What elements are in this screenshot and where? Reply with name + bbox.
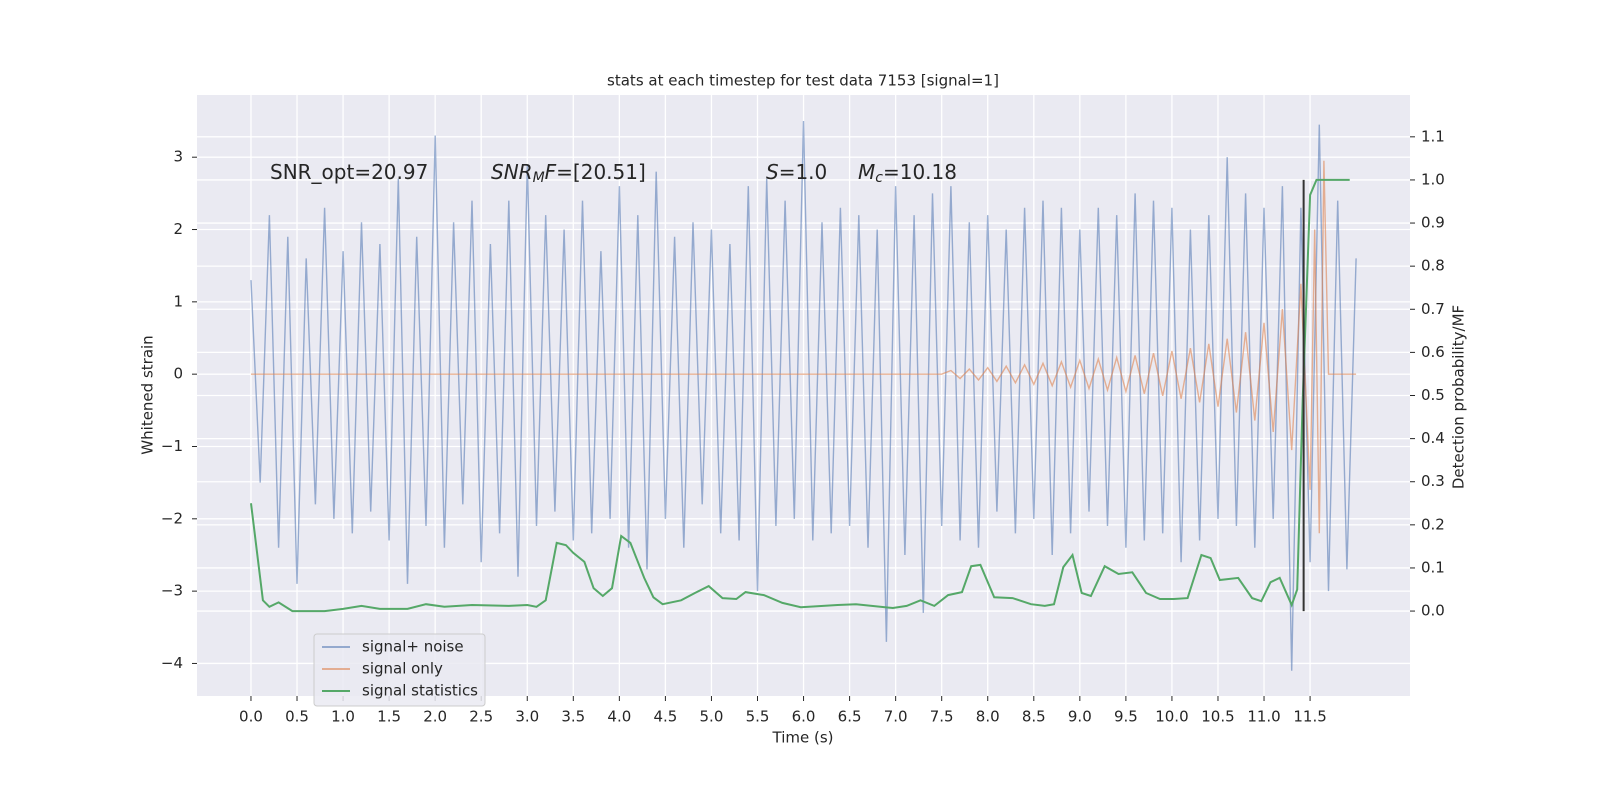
- y-tick-label: −4: [161, 654, 183, 672]
- series-line: [251, 160, 1357, 534]
- annotation-part: c: [875, 170, 883, 186]
- x-tick-label: 5.5: [746, 708, 770, 726]
- y2-tick-label: 0.2: [1421, 515, 1445, 533]
- annotation-part: =1.0: [779, 160, 828, 184]
- y2-tick-label: 0.1: [1421, 558, 1445, 576]
- y2-tick-label: 0.4: [1421, 429, 1445, 447]
- x-tick-label: 7.0: [884, 708, 908, 726]
- annotation-part: M: [533, 170, 545, 186]
- y2-tick-label: 0.6: [1421, 343, 1445, 361]
- x-tick-label: 4.0: [607, 708, 631, 726]
- x-tick-label: 9.0: [1068, 708, 1092, 726]
- x-tick-label: 6.5: [838, 708, 862, 726]
- y2-tick-label: 1.0: [1421, 170, 1445, 188]
- x-tick-label: 9.5: [1114, 708, 1138, 726]
- x-tick-label: 7.5: [930, 708, 954, 726]
- y-axis-label: Whitened strain: [139, 335, 157, 454]
- y2-tick-label: 0.5: [1421, 386, 1445, 404]
- y-tick-label: −3: [161, 582, 183, 600]
- y-tick-label: 1: [173, 292, 183, 310]
- annotation: S=1.0: [766, 160, 827, 184]
- annotation: SNRMF=[20.51]: [491, 160, 646, 187]
- x-tick-label: 2.5: [469, 708, 493, 726]
- legend-label: signal statistics: [362, 682, 478, 700]
- x-tick-label: 10.5: [1201, 708, 1234, 726]
- series-line: [250, 120, 1357, 671]
- x-tick-label: 11.5: [1293, 708, 1326, 726]
- annotation-part: =[20.51]: [556, 160, 646, 184]
- y2-tick-label: 0.7: [1421, 300, 1445, 318]
- marks: [250, 120, 1357, 671]
- series-line: [250, 178, 1350, 613]
- annotation-part: =10.18: [883, 160, 957, 184]
- annotation-part: M: [858, 160, 875, 184]
- y-tick-label: 3: [173, 148, 183, 166]
- x-tick-label: 3.0: [515, 708, 539, 726]
- y2-tick-label: 0.9: [1421, 214, 1445, 232]
- x-tick-label: 8.0: [976, 708, 1000, 726]
- y-tick-label: −1: [161, 437, 183, 455]
- y2-tick-label: 0.8: [1421, 257, 1445, 275]
- x-tick-label: 3.5: [561, 708, 585, 726]
- x-tick-label: 0.0: [239, 708, 263, 726]
- y2-axis-label: Detection probability/MF: [1450, 305, 1468, 489]
- y2-tick-label: 0.3: [1421, 472, 1445, 490]
- annotation-part: SNR: [491, 160, 533, 184]
- x-tick-label: 8.5: [1022, 708, 1046, 726]
- legend-box: [313, 633, 486, 707]
- x-axis-label: Time (s): [772, 729, 834, 747]
- annotation-part: SNR_opt=20.97: [270, 160, 428, 184]
- x-tick-label: 6.0: [792, 708, 816, 726]
- annotation-part: F: [545, 160, 557, 184]
- y2-tick-label: 0.0: [1421, 602, 1445, 620]
- x-tick-label: 10.0: [1155, 708, 1188, 726]
- annotation: Mc=10.18: [858, 160, 957, 187]
- x-tick-label: 1.5: [377, 708, 401, 726]
- y-tick-label: 0: [173, 365, 183, 383]
- x-tick-label: 5.0: [700, 708, 724, 726]
- x-tick-label: 4.5: [653, 708, 677, 726]
- y2-tick-label: 1.1: [1421, 127, 1445, 145]
- legend-label: signal only: [362, 660, 443, 678]
- x-tick-label: 1.0: [331, 708, 355, 726]
- x-tick-label: 11.0: [1247, 708, 1280, 726]
- y-tick-label: −2: [161, 509, 183, 527]
- annotation-part: S: [766, 160, 779, 184]
- legend-label: signal+ noise: [362, 638, 464, 656]
- annotation: SNR_opt=20.97: [270, 160, 428, 184]
- y-tick-label: 2: [173, 220, 183, 238]
- x-tick-label: 0.5: [285, 708, 309, 726]
- chart-title: stats at each timestep for test data 715…: [607, 72, 999, 90]
- x-tick-label: 2.0: [423, 708, 447, 726]
